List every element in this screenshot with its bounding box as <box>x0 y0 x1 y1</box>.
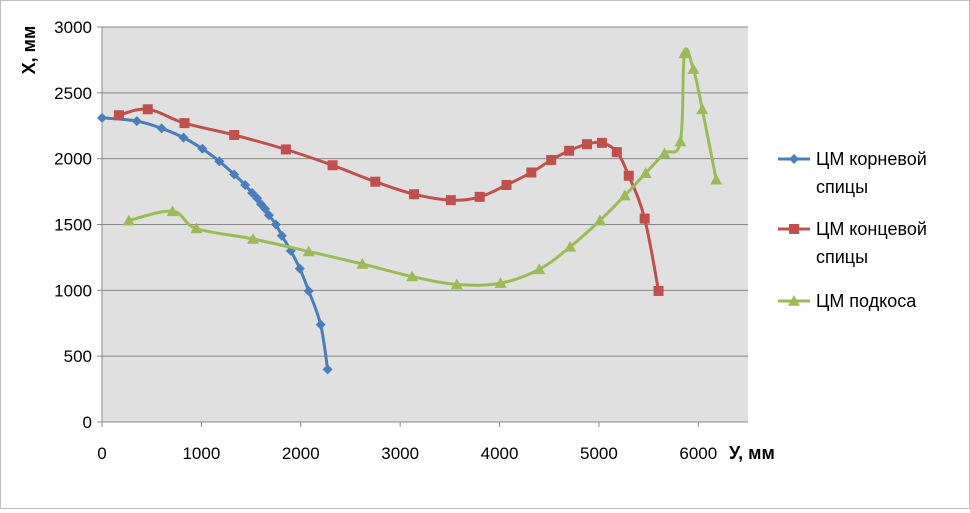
series-2-point <box>501 180 512 190</box>
y-tick-label: 3000 <box>54 18 92 37</box>
series-2-point <box>280 144 291 155</box>
legend-label-3: ЦМ подкоса <box>816 291 917 311</box>
series-2-point <box>546 154 557 165</box>
y-tick-label: 0 <box>83 413 92 432</box>
series-3-point <box>356 258 369 269</box>
x-tick-label: 3000 <box>381 444 419 463</box>
series-3-point <box>166 205 179 217</box>
series-2-point <box>581 139 592 150</box>
series-2-point <box>474 191 485 202</box>
y-tick-label: 1500 <box>54 216 92 235</box>
series-1-point <box>259 203 270 214</box>
series-1-point <box>178 132 189 143</box>
series-2-point <box>327 160 338 171</box>
series-2-point <box>526 167 537 178</box>
series-3-point <box>406 270 419 282</box>
series-2-point <box>564 145 575 156</box>
series-3-point <box>450 278 463 290</box>
series-3-point <box>658 147 671 159</box>
series-1-point <box>156 123 167 134</box>
legend-label-2: ЦМ концевой спицы <box>816 219 927 267</box>
x-axis-title: У, мм <box>729 443 775 463</box>
series-3-point <box>302 245 315 257</box>
series-2-point <box>179 118 190 129</box>
x-tick-label: 1000 <box>182 444 220 463</box>
series-1-point <box>315 319 326 330</box>
series-2-point <box>409 189 420 200</box>
series-1-point <box>97 112 107 123</box>
series-2-point <box>611 147 622 158</box>
x-tick-label: 4000 <box>481 444 519 463</box>
legend-marker-3 <box>788 295 800 306</box>
x-tick-label: 0 <box>97 444 106 463</box>
x-tick-label: 6000 <box>679 444 717 463</box>
series-1-point <box>303 285 314 296</box>
series-2-point <box>596 137 607 148</box>
series-2-point <box>229 129 240 140</box>
y-tick-label: 2000 <box>54 150 92 169</box>
series-2-point <box>142 104 153 115</box>
y-tick-label: 500 <box>64 347 92 366</box>
y-tick-label: 2500 <box>54 84 92 103</box>
series-3-point <box>533 263 546 275</box>
series-3-point <box>639 167 652 178</box>
series-1-point <box>229 169 240 180</box>
series-1-point <box>294 263 305 274</box>
series-1-point <box>247 187 258 198</box>
series-3-point <box>564 240 577 252</box>
series-1-point <box>240 180 251 190</box>
series-1-point <box>270 219 281 230</box>
series-2-point <box>639 213 650 224</box>
series-2-point <box>623 170 634 181</box>
legend-marker-1 <box>789 154 799 164</box>
x-tick-label: 2000 <box>282 444 320 463</box>
series-3-point <box>593 214 606 226</box>
series-3-point <box>696 103 709 115</box>
series-3-point <box>494 277 507 288</box>
series-1-point <box>263 210 274 221</box>
series-3-point <box>618 189 631 201</box>
series-3-point <box>687 63 700 74</box>
series-3-point <box>122 214 135 226</box>
legend-label-1: ЦМ корневой спицы <box>816 149 927 197</box>
series-1-point <box>322 364 333 375</box>
series-1-point <box>214 156 225 167</box>
series-3-point <box>190 222 203 234</box>
series-2-point <box>445 195 456 206</box>
x-tick-label: 5000 <box>580 444 618 463</box>
series-3-point <box>247 232 260 244</box>
y-tick-label: 1000 <box>54 281 92 300</box>
series-2-point <box>653 285 664 296</box>
series-3-point <box>678 47 691 59</box>
series-1-point <box>276 230 287 241</box>
series-1-point <box>197 143 208 154</box>
series-3-point <box>674 135 687 147</box>
series-2-point <box>113 110 124 121</box>
y-axis-title: Х, мм <box>19 26 39 75</box>
series-1-point <box>131 116 142 127</box>
series-2-point <box>370 176 381 187</box>
legend-marker-2 <box>789 224 799 234</box>
series-3-point <box>710 173 723 185</box>
